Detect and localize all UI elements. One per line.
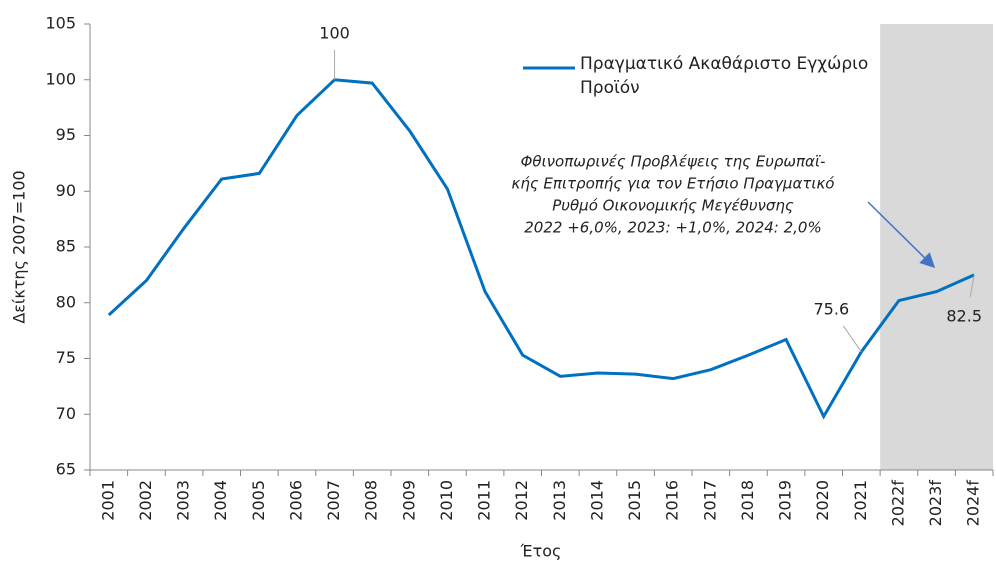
x-tick-label: 2007 [324,480,343,521]
data-label: 75.6 [814,299,850,318]
x-tick-label: 2019 [776,480,795,521]
y-tick-label: 90 [56,181,76,200]
y-tick-label: 70 [56,404,76,423]
x-tick-label: 2010 [437,480,456,521]
x-tick-label: 2021 [851,480,870,521]
x-tick-label: 2005 [249,480,268,521]
y-axis-label: Δείκτης 2007=100 [10,170,29,323]
x-tick-label: 2023f [926,480,945,527]
x-tick-label: 2001 [98,480,117,521]
x-tick-label: 2014 [587,480,606,521]
label-leader [969,274,975,297]
x-tick-label: 2006 [286,480,305,521]
forecast-shade [880,24,993,470]
y-tick-label: 100 [45,69,76,88]
x-tick-label: 2020 [813,480,832,521]
x-tick-label: 2009 [399,480,418,521]
x-tick-label: 2011 [475,480,494,521]
x-tick-label: 2012 [512,480,531,521]
x-tick-label: 2013 [550,480,569,521]
x-axis-label: Έτος [520,542,562,561]
x-tick-label: 2017 [700,480,719,521]
annotation-arrow [867,201,936,269]
y-tick-label: 85 [56,237,76,256]
label-leader [842,325,862,353]
x-tick-label: 2008 [362,480,381,521]
data-label: 100 [319,23,350,42]
annotation: 2022 +6,0%, 2023: +1,0%, 2024: 2,0% [524,219,821,237]
annotation: Φθινοπωρινές Προβλέψεις της Ευρωπαϊ- [521,153,826,171]
y-tick-label: 95 [56,125,76,144]
y-tick-label: 65 [56,460,76,479]
annotation: κής Επιτροπής για τον Ετήσιο Πραγματικό [512,175,835,193]
data-label: 82.5 [946,306,982,325]
annotation: Ρυθμό Οικονομικής Μεγέθυνσης [552,197,794,215]
x-tick-label: 2004 [211,480,230,521]
x-tick-label: 2003 [174,480,193,521]
x-tick-label: 2018 [738,480,757,521]
x-tick-label: 2015 [625,480,644,521]
y-tick-label: 75 [56,348,76,367]
y-tick-label: 105 [45,14,76,33]
line-series [107,78,975,420]
x-tick-label: 2002 [136,480,155,521]
legend-label: Πραγματικό Ακαθάριστο Εγχώριο Προϊόν [580,54,869,98]
x-tick-label: 2016 [663,480,682,521]
x-tick-label: 2024f [964,480,983,527]
y-tick-label: 80 [56,292,76,311]
x-tick-label: 2022f [888,480,907,527]
